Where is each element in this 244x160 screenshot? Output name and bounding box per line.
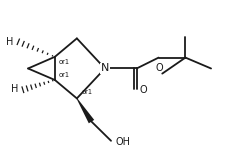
Text: H: H <box>7 37 14 47</box>
Text: O: O <box>156 63 163 73</box>
Text: OH: OH <box>115 137 130 147</box>
Text: O: O <box>140 85 147 95</box>
Text: N: N <box>101 64 109 73</box>
Text: or1: or1 <box>59 72 70 78</box>
Text: or1: or1 <box>82 89 93 95</box>
Text: or1: or1 <box>59 59 70 65</box>
Polygon shape <box>77 98 94 123</box>
Text: H: H <box>11 84 19 94</box>
